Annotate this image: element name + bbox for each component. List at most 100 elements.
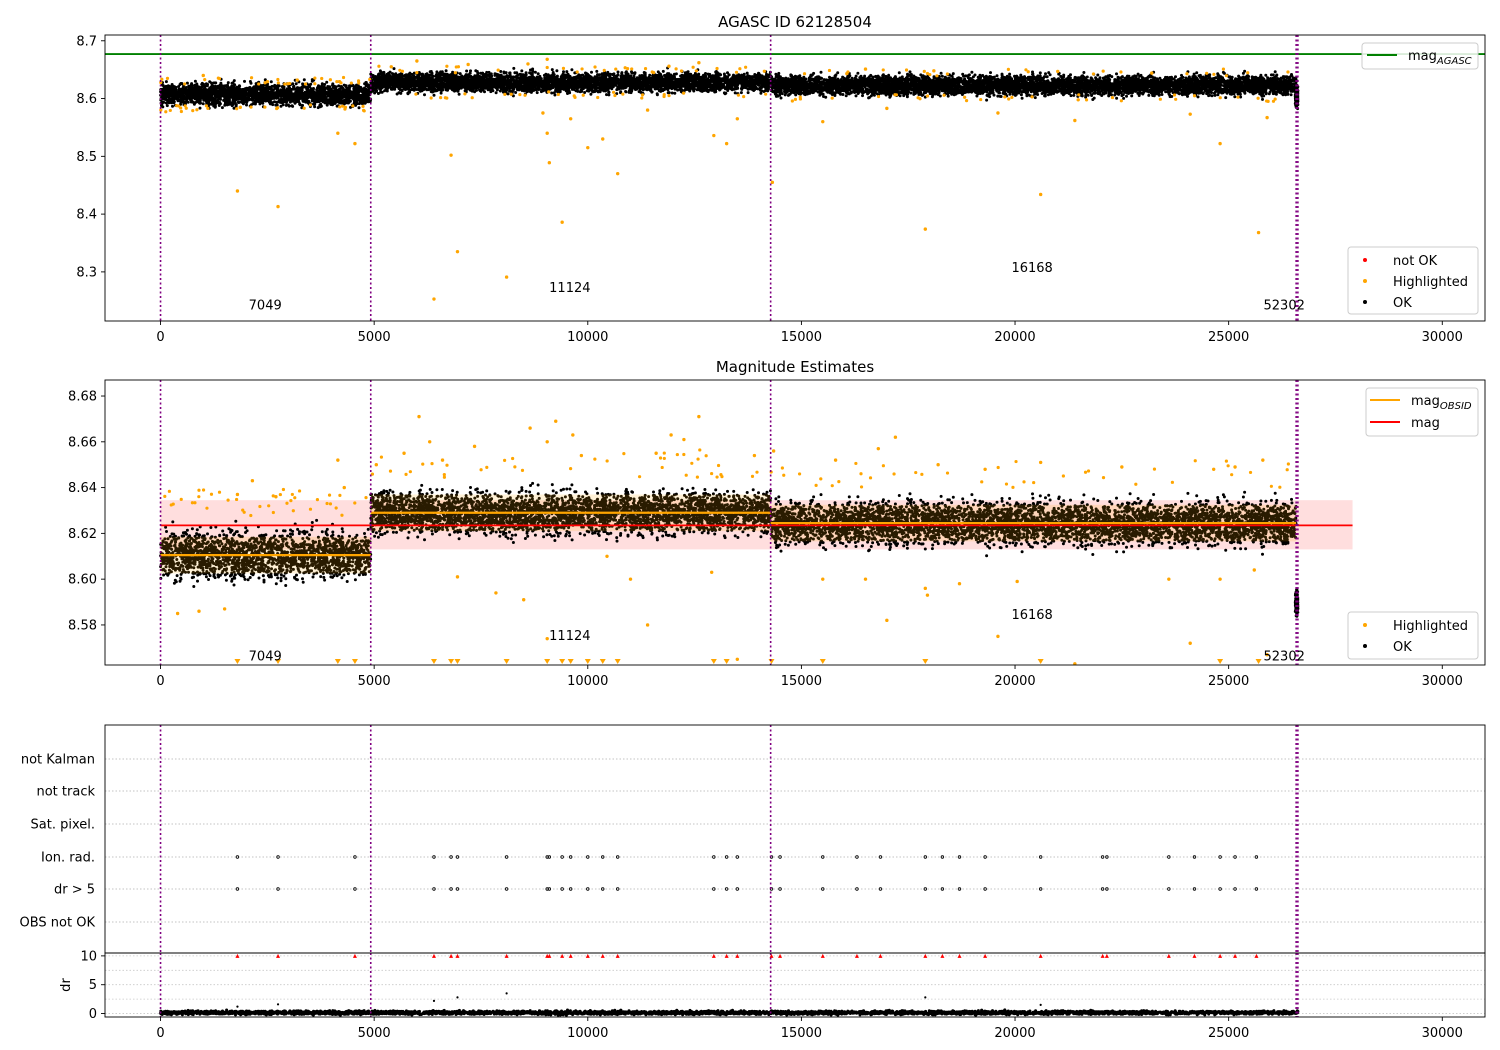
highlighted-point — [472, 444, 477, 449]
flag-marker — [560, 855, 564, 859]
flag-marker — [923, 855, 928, 859]
highlighted-point — [1192, 94, 1197, 98]
highlighted-point — [1266, 99, 1270, 104]
highlighted-point — [545, 440, 549, 444]
flag-marker — [1100, 887, 1105, 891]
highlighted-point — [1273, 97, 1277, 101]
obsid-label: 52302 — [1264, 649, 1305, 664]
highlighted-point — [755, 470, 759, 474]
flag-marker — [1167, 855, 1171, 859]
flag-marker — [504, 855, 509, 859]
highlighted-point — [682, 452, 686, 457]
legend-label: Highlighted — [1393, 619, 1468, 634]
highlighted-point — [167, 489, 171, 493]
x-tick-label: 30000 — [1422, 674, 1463, 689]
highlighted-point — [201, 488, 206, 492]
legend-label: magAGASC — [1408, 49, 1472, 67]
highlighted-point — [293, 496, 297, 500]
highlighted-point — [750, 474, 755, 478]
highlighted-point — [235, 492, 240, 497]
clipped-marker — [614, 659, 621, 664]
highlighted-point — [742, 95, 746, 99]
flag-marker — [724, 855, 729, 859]
highlighted-point — [881, 464, 885, 468]
highlighted-point — [545, 57, 549, 61]
highlighted-point — [1265, 115, 1269, 120]
legend-label: mag — [1411, 416, 1440, 431]
clipped-marker — [1255, 659, 1262, 664]
highlighted-point — [1119, 99, 1123, 103]
highlighted-point — [1193, 459, 1197, 463]
highlighted-point — [1230, 473, 1234, 477]
flag-marker — [615, 855, 620, 859]
highlighted-point — [308, 103, 313, 107]
clipped-marker — [819, 659, 826, 664]
highlighted-point — [1091, 72, 1096, 76]
highlighted-point — [415, 71, 419, 75]
highlighted-point — [303, 82, 308, 86]
flag-marker — [1233, 855, 1237, 859]
highlighted-point — [1014, 459, 1018, 464]
highlighted-point — [1006, 67, 1010, 71]
legend-label-main: mag — [1408, 49, 1437, 64]
highlighted-point — [593, 65, 597, 69]
highlighted-point — [596, 95, 600, 100]
flag-marker — [878, 855, 883, 859]
ok-points — [159, 1008, 1300, 1017]
flag-marker — [878, 887, 883, 891]
x-tick-label: 25000 — [1208, 330, 1249, 345]
highlighted-point — [1158, 97, 1162, 101]
flag-marker — [735, 855, 740, 859]
dr-clipped-marker — [735, 953, 740, 958]
highlighted-point — [716, 463, 721, 468]
highlighted-point — [276, 81, 280, 85]
highlighted-point — [285, 501, 289, 505]
highlighted-point — [177, 104, 181, 108]
highlighted-point — [935, 74, 939, 78]
y-tick-label: 8.58 — [68, 618, 97, 633]
highlighted-point — [863, 577, 868, 581]
clipped-marker — [922, 659, 929, 664]
highlighted-point — [894, 93, 899, 97]
clipped-marker — [430, 659, 437, 664]
highlighted-point — [868, 476, 873, 480]
highlighted-point — [291, 509, 295, 513]
highlighted-point — [340, 513, 344, 517]
legend-label: Highlighted — [1393, 275, 1468, 290]
highlighted-point — [615, 171, 620, 176]
flag-marker — [432, 887, 436, 891]
highlighted-point — [518, 92, 522, 97]
highlighted-point — [308, 507, 313, 511]
highlighted-point — [918, 97, 922, 101]
x-tick-label: 5000 — [358, 1026, 391, 1041]
highlighted-point — [996, 465, 1000, 470]
clipped-marker — [544, 659, 551, 664]
highlighted-point — [821, 119, 825, 124]
plot-area — [159, 380, 1353, 665]
chart-title: Magnitude Estimates — [716, 358, 874, 376]
highlighted-point — [263, 105, 267, 109]
highlighted-point — [704, 454, 708, 458]
flag-category-label: not track — [36, 785, 95, 800]
flag-marker — [1038, 887, 1043, 891]
highlighted-point — [854, 461, 858, 466]
flag-marker — [1038, 855, 1043, 859]
highlighted-point — [684, 473, 688, 477]
highlighted-point — [513, 465, 517, 469]
x-tick-label: 10000 — [567, 674, 608, 689]
dr-clipped-marker — [983, 953, 988, 958]
highlighted-point — [996, 634, 1000, 639]
highlighted-point — [222, 607, 227, 611]
highlighted-point — [1188, 112, 1192, 116]
y-tick-label: 8.66 — [68, 435, 97, 450]
highlighted-point — [342, 485, 346, 490]
highlighted-point — [274, 495, 278, 499]
highlighted-point — [302, 106, 306, 110]
flag-marker — [778, 887, 782, 891]
clipped-marker — [559, 659, 566, 664]
highlighted-point — [205, 506, 209, 510]
highlighted-point — [201, 73, 205, 78]
highlighted-point — [190, 501, 195, 505]
highlighted-point — [336, 131, 340, 135]
